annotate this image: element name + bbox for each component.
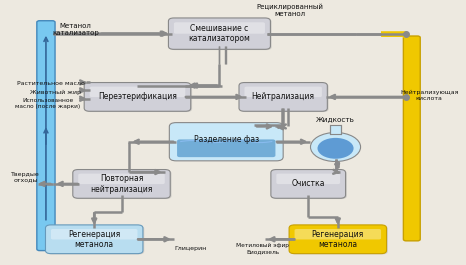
FancyBboxPatch shape xyxy=(168,18,270,49)
Text: Смешивание с
катализатором: Смешивание с катализатором xyxy=(188,24,250,43)
Text: Твердые
отходы: Твердые отходы xyxy=(11,172,40,183)
Text: Нейтрализация: Нейтрализация xyxy=(252,92,315,101)
Text: Метиловый эфир
Биодизель: Метиловый эфир Биодизель xyxy=(236,243,289,254)
FancyBboxPatch shape xyxy=(51,229,137,240)
Text: Регенерация
метанола: Регенерация метанола xyxy=(312,229,364,249)
FancyBboxPatch shape xyxy=(37,21,55,251)
Circle shape xyxy=(317,138,354,159)
FancyBboxPatch shape xyxy=(245,87,322,97)
FancyBboxPatch shape xyxy=(47,226,144,254)
Text: Переэтерификация: Переэтерификация xyxy=(98,92,177,101)
Text: Нейтрализующая
кислота: Нейтрализующая кислота xyxy=(400,90,459,101)
FancyBboxPatch shape xyxy=(239,82,327,111)
Text: Животный жир: Животный жир xyxy=(29,90,81,95)
FancyBboxPatch shape xyxy=(330,125,341,134)
FancyBboxPatch shape xyxy=(272,170,347,199)
Text: Метанол
катализатор: Метанол катализатор xyxy=(52,23,99,36)
FancyBboxPatch shape xyxy=(78,174,165,184)
FancyBboxPatch shape xyxy=(86,83,192,112)
FancyBboxPatch shape xyxy=(271,170,346,198)
FancyBboxPatch shape xyxy=(46,225,143,254)
FancyBboxPatch shape xyxy=(177,139,275,157)
FancyBboxPatch shape xyxy=(290,226,388,254)
FancyBboxPatch shape xyxy=(289,225,386,254)
Text: Очистка: Очистка xyxy=(291,179,325,188)
Circle shape xyxy=(310,132,361,161)
FancyBboxPatch shape xyxy=(74,170,171,199)
FancyBboxPatch shape xyxy=(84,82,191,111)
FancyBboxPatch shape xyxy=(295,229,381,240)
Text: Растительное масло: Растительное масло xyxy=(17,81,85,86)
Text: Глицерин: Глицерин xyxy=(174,246,206,251)
Text: Использованное
масло (после жарки): Использованное масло (после жарки) xyxy=(15,98,81,109)
FancyBboxPatch shape xyxy=(170,19,272,50)
Text: Жидкость: Жидкость xyxy=(316,117,355,122)
Text: Разделение фаз: Разделение фаз xyxy=(194,135,259,144)
FancyBboxPatch shape xyxy=(276,174,340,184)
FancyBboxPatch shape xyxy=(404,36,420,241)
Text: Повторная
нейтрализация: Повторная нейтрализация xyxy=(90,174,153,194)
FancyBboxPatch shape xyxy=(73,170,170,198)
FancyBboxPatch shape xyxy=(89,87,185,97)
FancyBboxPatch shape xyxy=(240,83,329,112)
Text: Рециклированный
метанол: Рециклированный метанол xyxy=(257,3,323,17)
FancyBboxPatch shape xyxy=(169,123,283,161)
FancyBboxPatch shape xyxy=(174,22,265,34)
Text: Регенерация
метанола: Регенерация метанола xyxy=(68,229,120,249)
